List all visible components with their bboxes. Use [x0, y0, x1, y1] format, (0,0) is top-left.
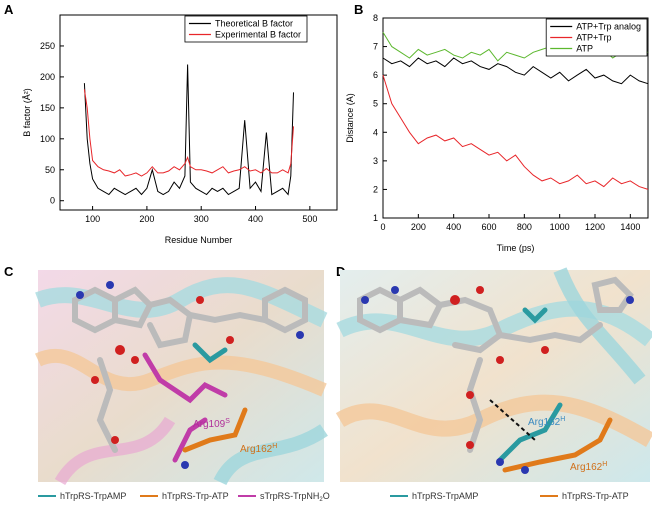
y-tick-label: 50 — [45, 165, 55, 175]
residue-label-sup: H — [560, 416, 565, 423]
panel-letter: C — [4, 264, 14, 279]
x-tick-label: 0 — [380, 222, 385, 232]
legend-c: hTrpRS-TrpAMP hTrpRS-Trp-ATP sTrpRS-TrpN… — [38, 491, 330, 503]
y-tick-label: 5 — [373, 99, 378, 109]
y-tick-label: 250 — [40, 41, 55, 51]
residue-label: Arg162 — [570, 462, 603, 473]
x-tick-label: 200 — [411, 222, 426, 232]
panel-letter: B — [354, 2, 363, 17]
plot-frame — [382, 17, 649, 219]
series-line — [382, 74, 649, 190]
x-axis-label: Residue Number — [165, 235, 233, 245]
legend-d: hTrpRS-TrpAMP hTrpRS-Trp-ATP — [390, 491, 629, 501]
y-tick-label: 100 — [40, 134, 55, 144]
legend-label: hTrpRS-TrpAMP — [412, 491, 478, 501]
residue-label: Arg162H — [240, 443, 277, 455]
y-tick-label: 3 — [373, 156, 378, 166]
legend-label: hTrpRS-TrpAMP — [60, 491, 126, 501]
panel-letter: A — [4, 2, 14, 17]
y-tick-label: 2 — [373, 184, 378, 194]
x-tick-label: 500 — [302, 214, 317, 224]
x-tick-label: 300 — [194, 214, 209, 224]
legend-label: sTrpRS-TrpNH — [260, 491, 319, 501]
y-tick-label: 8 — [373, 13, 378, 23]
residue-label: Arg162H — [528, 416, 565, 428]
legend-label: hTrpRS-Trp-ATP — [162, 491, 229, 501]
y-tick-label: 200 — [40, 72, 55, 82]
legend-label: sTrpRS-TrpNH2O — [260, 491, 330, 503]
legend-label: ATP — [576, 44, 593, 54]
x-tick-label: 600 — [481, 222, 496, 232]
x-tick-label: 1000 — [550, 222, 570, 232]
y-axis-label: Distance (A) — [345, 93, 355, 143]
structure-c: Arg109S Arg162H — [34, 270, 328, 486]
residue-label-sup: S — [225, 418, 230, 425]
y-tick-label: 150 — [40, 103, 55, 113]
y-axis-label: B factor (Å²) — [22, 88, 32, 137]
legend-label: ATP+Trp — [576, 33, 611, 43]
y-tick-label: 7 — [373, 42, 378, 52]
residue-label: Arg162 — [240, 444, 273, 455]
residue-label-sup: H — [602, 461, 607, 468]
series-line — [83, 64, 294, 196]
x-tick-label: 1200 — [585, 222, 605, 232]
x-tick-label: 1400 — [620, 222, 640, 232]
y-tick-label: 6 — [373, 70, 378, 80]
residue-label: Arg109S — [193, 418, 230, 430]
x-tick-label: 800 — [517, 222, 532, 232]
legend-label: ATP+Trp analog — [576, 22, 641, 32]
series-line — [382, 57, 649, 85]
legend-label: Experimental B factor — [215, 30, 301, 40]
residue-label-sup: H — [272, 443, 277, 450]
legend-label: hTrpRS-Trp-ATP — [562, 491, 629, 501]
y-tick-label: 0 — [50, 196, 55, 206]
residue-label: Arg162 — [528, 417, 561, 428]
legend-label-sub: 2 — [319, 497, 323, 503]
x-tick-label: 400 — [248, 214, 263, 224]
x-tick-label: 100 — [85, 214, 100, 224]
residue-label: Arg109 — [193, 419, 226, 430]
structure-d: Arg162H Arg162H — [335, 267, 652, 482]
x-axis-label: Time (ps) — [497, 243, 535, 253]
plot-frame — [59, 14, 338, 211]
series-line — [83, 89, 294, 177]
y-tick-label: 4 — [373, 127, 378, 137]
legend-frame — [184, 15, 308, 43]
x-tick-label: 400 — [446, 222, 461, 232]
x-tick-label: 200 — [139, 214, 154, 224]
residue-label: Arg162H — [570, 461, 607, 473]
y-tick-label: 1 — [373, 213, 378, 223]
legend-label: O — [323, 491, 330, 501]
legend-label: Theoretical B factor — [215, 19, 293, 29]
